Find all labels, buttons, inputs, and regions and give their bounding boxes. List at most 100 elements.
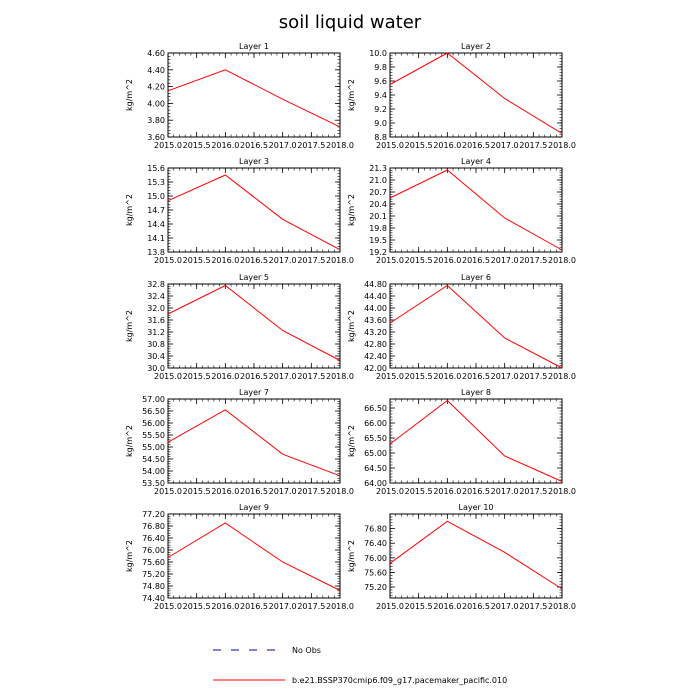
y-tick-label: 20.7 <box>369 188 387 197</box>
x-tick-label: 2017.5 <box>519 372 547 381</box>
series-line-1 <box>389 52 563 134</box>
x-tick-label: 2018.0 <box>326 141 354 150</box>
y-axis-label: kg/m^2 <box>125 425 134 457</box>
y-tick-label: 4.20 <box>147 83 165 92</box>
y-tick-label: 76.40 <box>142 534 165 543</box>
y-tick-label: 3.60 <box>147 133 165 142</box>
x-tick-label: 2016.0 <box>433 141 461 150</box>
y-tick-label: 15.6 <box>147 164 165 173</box>
y-tick-label: 9.8 <box>374 63 387 72</box>
plot-frame <box>389 52 563 138</box>
x-tick-label: 2016.5 <box>462 602 490 611</box>
y-tick-label: 56.50 <box>142 407 165 416</box>
x-tick-label: 2017.0 <box>269 602 297 611</box>
y-tick-label: 20.1 <box>369 212 387 221</box>
y-axis-label: kg/m^2 <box>125 310 134 342</box>
figure-title: soil liquid water <box>279 12 422 33</box>
y-axis-label: kg/m^2 <box>125 194 134 226</box>
y-tick-label: 30.0 <box>147 364 165 373</box>
panel-title: Layer 9 <box>239 503 269 512</box>
series-line-1 <box>389 399 563 482</box>
series-line-1 <box>389 284 563 369</box>
x-tick-label: 2016.0 <box>433 256 461 265</box>
y-tick-label: 43.20 <box>364 328 387 337</box>
y-axis-label: kg/m^2 <box>125 79 134 111</box>
x-tick-label: 2017.5 <box>297 141 325 150</box>
x-tick-label: 2016.0 <box>211 256 239 265</box>
y-tick-label: 74.80 <box>142 582 165 591</box>
y-tick-label: 65.50 <box>364 434 387 443</box>
x-tick-label: 2016.0 <box>433 602 461 611</box>
y-axis-label: kg/m^2 <box>347 194 356 226</box>
y-tick-label: 64.50 <box>364 464 387 473</box>
x-tick-label: 2018.0 <box>326 602 354 611</box>
series-line-1 <box>167 409 341 477</box>
x-tick-label: 2015.0 <box>376 487 404 496</box>
x-tick-label: 2015.5 <box>183 256 211 265</box>
x-tick-label: 2018.0 <box>326 372 354 381</box>
series-line-1 <box>167 69 341 128</box>
y-tick-label: 42.80 <box>364 340 387 349</box>
x-tick-label: 2015.5 <box>183 602 211 611</box>
x-tick-label: 2015.0 <box>154 141 182 150</box>
y-tick-label: 19.2 <box>369 248 387 257</box>
y-tick-label: 64.00 <box>364 479 387 488</box>
y-tick-label: 4.60 <box>147 49 165 58</box>
y-tick-label: 3.80 <box>147 116 165 125</box>
x-tick-label: 2015.0 <box>376 141 404 150</box>
x-tick-label: 2017.5 <box>519 256 547 265</box>
x-tick-label: 2015.5 <box>183 141 211 150</box>
y-tick-label: 43.60 <box>364 316 387 325</box>
y-tick-label: 66.50 <box>364 404 387 413</box>
x-tick-label: 2016.5 <box>240 487 268 496</box>
x-tick-label: 2018.0 <box>548 256 576 265</box>
y-tick-label: 31.2 <box>147 328 165 337</box>
x-tick-label: 2015.5 <box>405 372 433 381</box>
y-tick-label: 8.8 <box>374 133 387 142</box>
x-tick-label: 2015.0 <box>376 256 404 265</box>
x-tick-label: 2017.5 <box>297 602 325 611</box>
x-tick-label: 2017.0 <box>491 372 519 381</box>
x-tick-label: 2016.5 <box>462 372 490 381</box>
y-tick-label: 76.40 <box>364 539 387 548</box>
y-tick-label: 4.40 <box>147 66 165 75</box>
y-tick-label: 15.0 <box>147 192 165 201</box>
y-tick-label: 9.0 <box>374 119 387 128</box>
x-tick-label: 2015.5 <box>405 141 433 150</box>
y-tick-label: 32.0 <box>147 304 165 313</box>
panel-title: Layer 7 <box>239 388 269 397</box>
x-tick-label: 2016.0 <box>211 372 239 381</box>
y-axis-label: kg/m^2 <box>125 540 134 572</box>
y-tick-label: 30.8 <box>147 340 165 349</box>
panel-title: Layer 4 <box>461 157 491 166</box>
x-tick-label: 2015.5 <box>405 602 433 611</box>
x-tick-label: 2016.5 <box>240 372 268 381</box>
legend-obs-label: No Obs <box>292 646 321 655</box>
x-tick-label: 2015.5 <box>183 372 211 381</box>
y-tick-label: 75.60 <box>364 568 387 577</box>
plot-frame <box>167 513 341 599</box>
plot-frame <box>167 52 341 138</box>
plot-frame <box>167 283 341 369</box>
plot-frame <box>167 167 341 253</box>
y-axis-label: kg/m^2 <box>347 540 356 572</box>
x-tick-label: 2017.5 <box>297 372 325 381</box>
panel-title: Layer 5 <box>239 273 269 282</box>
x-tick-label: 2017.0 <box>491 256 519 265</box>
x-tick-label: 2015.5 <box>183 487 211 496</box>
y-tick-label: 76.00 <box>142 546 165 555</box>
x-tick-label: 2016.5 <box>462 256 490 265</box>
y-tick-label: 4.00 <box>147 99 165 108</box>
x-tick-label: 2015.0 <box>154 256 182 265</box>
y-tick-label: 76.00 <box>364 554 387 563</box>
panel-title: Layer 8 <box>461 388 491 397</box>
y-tick-label: 57.00 <box>142 395 165 404</box>
y-tick-label: 42.00 <box>364 364 387 373</box>
x-tick-label: 2018.0 <box>548 602 576 611</box>
y-tick-label: 32.8 <box>147 280 165 289</box>
